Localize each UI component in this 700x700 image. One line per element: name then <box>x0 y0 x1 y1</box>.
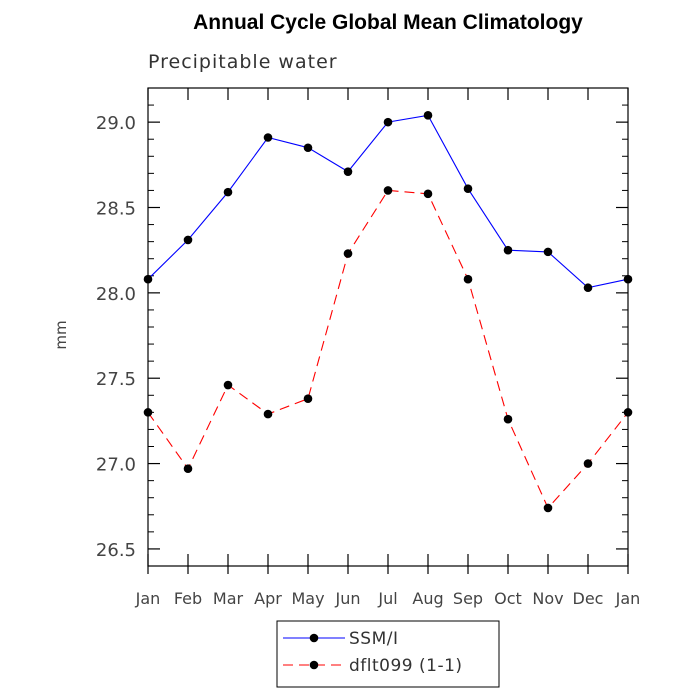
chart-title: Annual Cycle Global Mean Climatology <box>193 11 583 34</box>
y-tick-label: 27.5 <box>96 369 136 390</box>
y-tick-label: 29.0 <box>96 113 136 134</box>
x-tick-label: Sep <box>453 589 483 608</box>
series-2-point <box>583 459 593 468</box>
series-2-point <box>343 249 353 258</box>
series-line-2 <box>147 189 629 509</box>
series-1-point <box>223 187 233 197</box>
x-tick-label: Jan <box>135 589 161 608</box>
series-2-point <box>383 186 393 195</box>
x-tick-label: Apr <box>254 589 282 608</box>
series-1-point <box>463 184 473 194</box>
x-tick-label: Mar <box>213 589 244 608</box>
x-tick-label: Jun <box>335 589 361 608</box>
x-tick-label: Oct <box>494 589 522 608</box>
series-2-point <box>223 380 233 390</box>
y-tick-label: 28.5 <box>96 199 136 220</box>
x-tick-label: Feb <box>174 589 202 608</box>
series-1-point <box>383 117 393 127</box>
series-2-point <box>503 414 513 424</box>
legend-marker-1 <box>309 633 319 643</box>
y-axis-label: mm <box>52 320 70 349</box>
series-1-point <box>303 143 313 153</box>
axis-ticks <box>147 87 629 574</box>
x-tick-label: Nov <box>532 589 563 608</box>
series-2-point <box>183 464 193 473</box>
y-tick-labels: 26.5 27.0 27.5 28.0 28.5 29.0 <box>96 113 136 561</box>
x-tick-label: May <box>291 589 324 608</box>
legend-box <box>276 620 500 688</box>
chart-subtitle: Precipitable water <box>148 51 338 73</box>
series-1-point <box>583 283 593 293</box>
legend-label-1: SSM/I <box>349 629 399 649</box>
x-tick-label: Dec <box>573 589 604 608</box>
series-2-point <box>543 503 553 513</box>
series-2-point <box>263 409 273 419</box>
series-1-point <box>343 167 353 176</box>
series-1-point <box>183 235 193 245</box>
legend-marker-2 <box>309 660 319 670</box>
series-line-1 <box>147 114 629 289</box>
series-1-point <box>423 111 433 120</box>
y-tick-label: 27.0 <box>96 455 136 476</box>
series-2-point <box>423 189 433 199</box>
legend: SSM/I dflt099 (1-1) <box>276 620 500 688</box>
x-tick-label: Jul <box>377 589 397 608</box>
series-1-point <box>503 245 513 255</box>
series-2-point <box>303 394 313 404</box>
plot-series <box>143 111 633 513</box>
legend-items: SSM/I dflt099 (1-1) <box>283 629 463 676</box>
x-tick-label: Jan <box>615 589 641 608</box>
series-1-point <box>263 133 273 142</box>
y-tick-label: 26.5 <box>96 540 136 561</box>
x-tick-labels: Jan Feb Mar Apr May Jun Jul Aug Sep Oct Nov Dec Jan <box>135 589 641 608</box>
series-2-point <box>463 274 473 284</box>
x-tick-label: Aug <box>412 589 443 608</box>
plot-frame <box>147 87 629 567</box>
legend-label-2: dflt099 (1-1) <box>349 656 463 676</box>
y-tick-label: 28.0 <box>96 284 136 305</box>
series-1-point <box>543 247 553 257</box>
